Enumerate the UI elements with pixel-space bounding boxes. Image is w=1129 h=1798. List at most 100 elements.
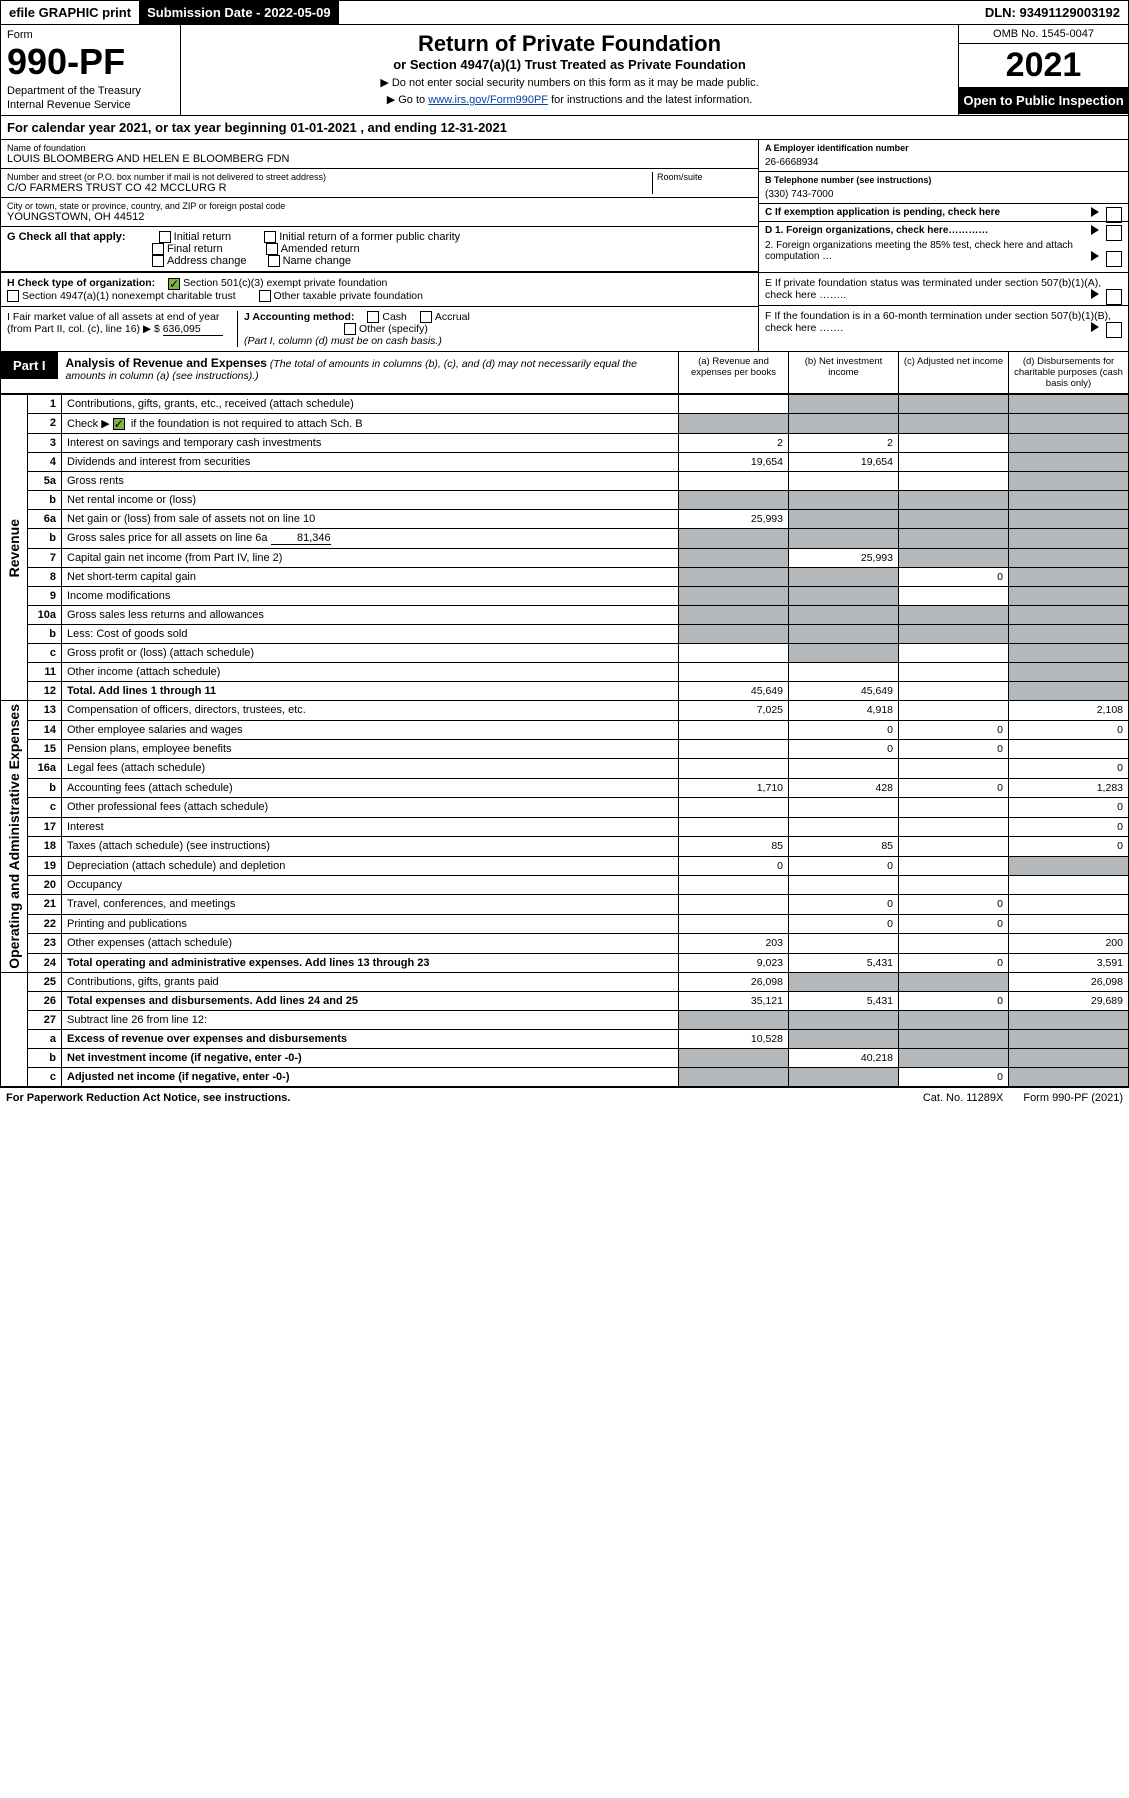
tax-year: 2021 bbox=[959, 44, 1128, 87]
dln: DLN: 93491129003192 bbox=[977, 1, 1128, 24]
chk-name[interactable] bbox=[268, 255, 280, 267]
form-subtitle: or Section 4947(a)(1) Trust Treated as P… bbox=[187, 57, 952, 72]
col-b-hdr: (b) Net investment income bbox=[788, 352, 898, 393]
table-row: 18Taxes (attach schedule) (see instructi… bbox=[1, 837, 1129, 856]
chk-final[interactable] bbox=[152, 243, 164, 255]
table-row: 27Subtract line 26 from line 12: bbox=[1, 1011, 1129, 1030]
table-row: 16aLegal fees (attach schedule)0 bbox=[1, 759, 1129, 778]
h-row: H Check type of organization: Section 50… bbox=[1, 273, 758, 306]
table-row: 11Other income (attach schedule) bbox=[1, 663, 1129, 682]
table-row: 2Check ▶ if the foundation is not requir… bbox=[1, 414, 1129, 434]
omb-number: OMB No. 1545-0047 bbox=[959, 25, 1128, 44]
table-row: 20Occupancy bbox=[1, 875, 1129, 894]
chk-d1[interactable] bbox=[1106, 225, 1122, 241]
table-row: 5aGross rents bbox=[1, 472, 1129, 491]
open-public: Open to Public Inspection bbox=[959, 87, 1128, 114]
chk-e[interactable] bbox=[1106, 289, 1122, 305]
table-row: 15Pension plans, employee benefits00 bbox=[1, 740, 1129, 759]
address-cell: Number and street (or P.O. box number if… bbox=[1, 169, 758, 198]
table-row: 8Net short-term capital gain0 bbox=[1, 568, 1129, 587]
table-row: aExcess of revenue over expenses and dis… bbox=[1, 1030, 1129, 1049]
chk-initial[interactable] bbox=[159, 231, 171, 243]
g-row: G Check all that apply: Initial return I… bbox=[1, 227, 758, 272]
chk-amended[interactable] bbox=[266, 243, 278, 255]
f-row: F If the foundation is in a 60-month ter… bbox=[759, 306, 1128, 338]
submission-date: Submission Date - 2022-05-09 bbox=[139, 1, 339, 24]
table-row: 7Capital gain net income (from Part IV, … bbox=[1, 549, 1129, 568]
table-row: 22Printing and publications00 bbox=[1, 914, 1129, 933]
table-row: 21Travel, conferences, and meetings00 bbox=[1, 895, 1129, 914]
calendar-year: For calendar year 2021, or tax year begi… bbox=[0, 116, 1129, 140]
table-row: 14Other employee salaries and wages000 bbox=[1, 720, 1129, 739]
chk-initial-pub[interactable] bbox=[264, 231, 276, 243]
footer-form: Form 990-PF (2021) bbox=[1023, 1092, 1123, 1104]
part1-header: Part I Analysis of Revenue and Expenses … bbox=[0, 352, 1129, 394]
ij-row: I Fair market value of all assets at end… bbox=[1, 307, 758, 351]
form-word: Form bbox=[7, 29, 174, 41]
d-cell: D 1. Foreign organizations, check here……… bbox=[759, 222, 1128, 265]
foundation-name-cell: Name of foundation LOUIS BLOOMBERG AND H… bbox=[1, 140, 758, 169]
expenses-side: Operating and Administrative Expenses bbox=[6, 704, 22, 969]
chk-accrual[interactable] bbox=[420, 311, 432, 323]
tel-cell: B Telephone number (see instructions) (3… bbox=[759, 172, 1128, 204]
col-c-hdr: (c) Adjusted net income bbox=[898, 352, 1008, 393]
chk-cash[interactable] bbox=[367, 311, 379, 323]
table-row: cGross profit or (loss) (attach schedule… bbox=[1, 644, 1129, 663]
footer-left: For Paperwork Reduction Act Notice, see … bbox=[6, 1092, 903, 1104]
part1-label: Part I bbox=[1, 352, 58, 379]
e-row: E If private foundation status was termi… bbox=[759, 273, 1128, 306]
chk-501c3[interactable] bbox=[168, 278, 180, 290]
header-mid: Return of Private Foundation or Section … bbox=[181, 25, 958, 115]
table-row: 9Income modifications bbox=[1, 587, 1129, 606]
chk-schb[interactable] bbox=[113, 418, 125, 430]
ghij-section: H Check type of organization: Section 50… bbox=[0, 273, 1129, 352]
col-a-hdr: (a) Revenue and expenses per books bbox=[678, 352, 788, 393]
info-grid: Name of foundation LOUIS BLOOMBERG AND H… bbox=[0, 140, 1129, 273]
table-row: bLess: Cost of goods sold bbox=[1, 625, 1129, 644]
chk-c[interactable] bbox=[1106, 207, 1122, 223]
chk-4947[interactable] bbox=[7, 290, 19, 302]
chk-f[interactable] bbox=[1106, 322, 1122, 338]
c-cell: C If exemption application is pending, c… bbox=[759, 204, 1128, 222]
note-ssn: ▶ Do not enter social security numbers o… bbox=[187, 76, 952, 89]
chk-other-tax[interactable] bbox=[259, 290, 271, 302]
revenue-side: Revenue bbox=[6, 519, 22, 577]
table-row: 25Contributions, gifts, grants paid26,09… bbox=[1, 973, 1129, 992]
form-title: Return of Private Foundation bbox=[187, 31, 952, 57]
table-row: cOther professional fees (attach schedul… bbox=[1, 798, 1129, 817]
efile-label: efile GRAPHIC print bbox=[1, 1, 139, 24]
chk-addr[interactable] bbox=[152, 255, 164, 267]
table-row: bNet investment income (if negative, ent… bbox=[1, 1049, 1129, 1068]
note-link: ▶ Go to www.irs.gov/Form990PF for instru… bbox=[187, 93, 952, 106]
city-cell: City or town, state or province, country… bbox=[1, 198, 758, 227]
footer-cat: Cat. No. 11289X bbox=[903, 1092, 1024, 1104]
table-row: Operating and Administrative Expenses 13… bbox=[1, 701, 1129, 720]
form-number: 990-PF bbox=[7, 41, 174, 83]
table-row: 3Interest on savings and temporary cash … bbox=[1, 434, 1129, 453]
irs: Internal Revenue Service bbox=[7, 99, 174, 111]
table-row: bAccounting fees (attach schedule)1,7104… bbox=[1, 778, 1129, 797]
header-right: OMB No. 1545-0047 2021 Open to Public In… bbox=[958, 25, 1128, 115]
ein-cell: A Employer identification number 26-6668… bbox=[759, 140, 1128, 172]
topbar: efile GRAPHIC print Submission Date - 20… bbox=[0, 0, 1129, 25]
irs-link[interactable]: www.irs.gov/Form990PF bbox=[428, 94, 548, 106]
table-row: 12Total. Add lines 1 through 1145,64945,… bbox=[1, 682, 1129, 701]
table-row: Revenue 1Contributions, gifts, grants, e… bbox=[1, 395, 1129, 414]
table-row: 6aNet gain or (loss) from sale of assets… bbox=[1, 510, 1129, 529]
chk-other-acct[interactable] bbox=[344, 323, 356, 335]
table-row: 17Interest0 bbox=[1, 817, 1129, 836]
part1-table: Revenue 1Contributions, gifts, grants, e… bbox=[0, 394, 1129, 1087]
table-row: 26Total expenses and disbursements. Add … bbox=[1, 992, 1129, 1011]
table-row: bNet rental income or (loss) bbox=[1, 491, 1129, 510]
header-left: Form 990-PF Department of the Treasury I… bbox=[1, 25, 181, 115]
col-d-hdr: (d) Disbursements for charitable purpose… bbox=[1008, 352, 1128, 393]
table-row: 4Dividends and interest from securities1… bbox=[1, 453, 1129, 472]
table-row: bGross sales price for all assets on lin… bbox=[1, 529, 1129, 549]
table-row: 23Other expenses (attach schedule)203200 bbox=[1, 934, 1129, 953]
table-row: 19Depreciation (attach schedule) and dep… bbox=[1, 856, 1129, 875]
table-row: cAdjusted net income (if negative, enter… bbox=[1, 1068, 1129, 1087]
dept-treasury: Department of the Treasury bbox=[7, 85, 174, 97]
table-row: 24Total operating and administrative exp… bbox=[1, 953, 1129, 973]
table-row: 10aGross sales less returns and allowanc… bbox=[1, 606, 1129, 625]
chk-d2[interactable] bbox=[1106, 251, 1122, 267]
